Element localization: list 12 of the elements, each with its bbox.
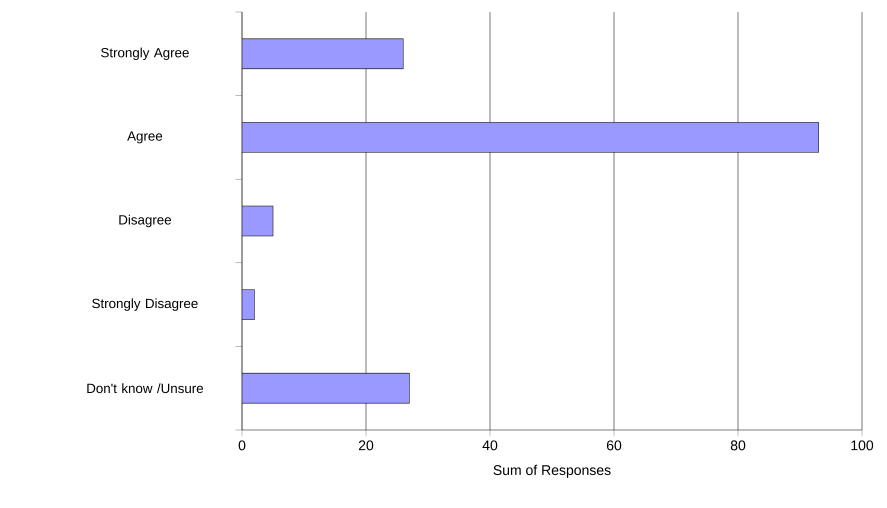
x-tick-label: 40 [482,440,498,450]
y-tick-label: Strongly Agree [101,48,189,60]
y-tick-label: Don't know /Unsure [87,383,204,394]
x-tick-label: 60 [606,440,622,450]
y-tick-label: Agree [127,131,162,144]
x-tick-label: 20 [358,440,374,450]
x-axis-title: Sum of Responses [493,464,611,478]
x-tick-label: 100 [851,440,874,450]
x-tick-label: 0 [238,440,246,450]
x-tick-label: 80 [730,440,746,450]
y-tick-label: Strongly Disagree [92,298,198,311]
y-tick-label: Disagree [119,214,172,228]
